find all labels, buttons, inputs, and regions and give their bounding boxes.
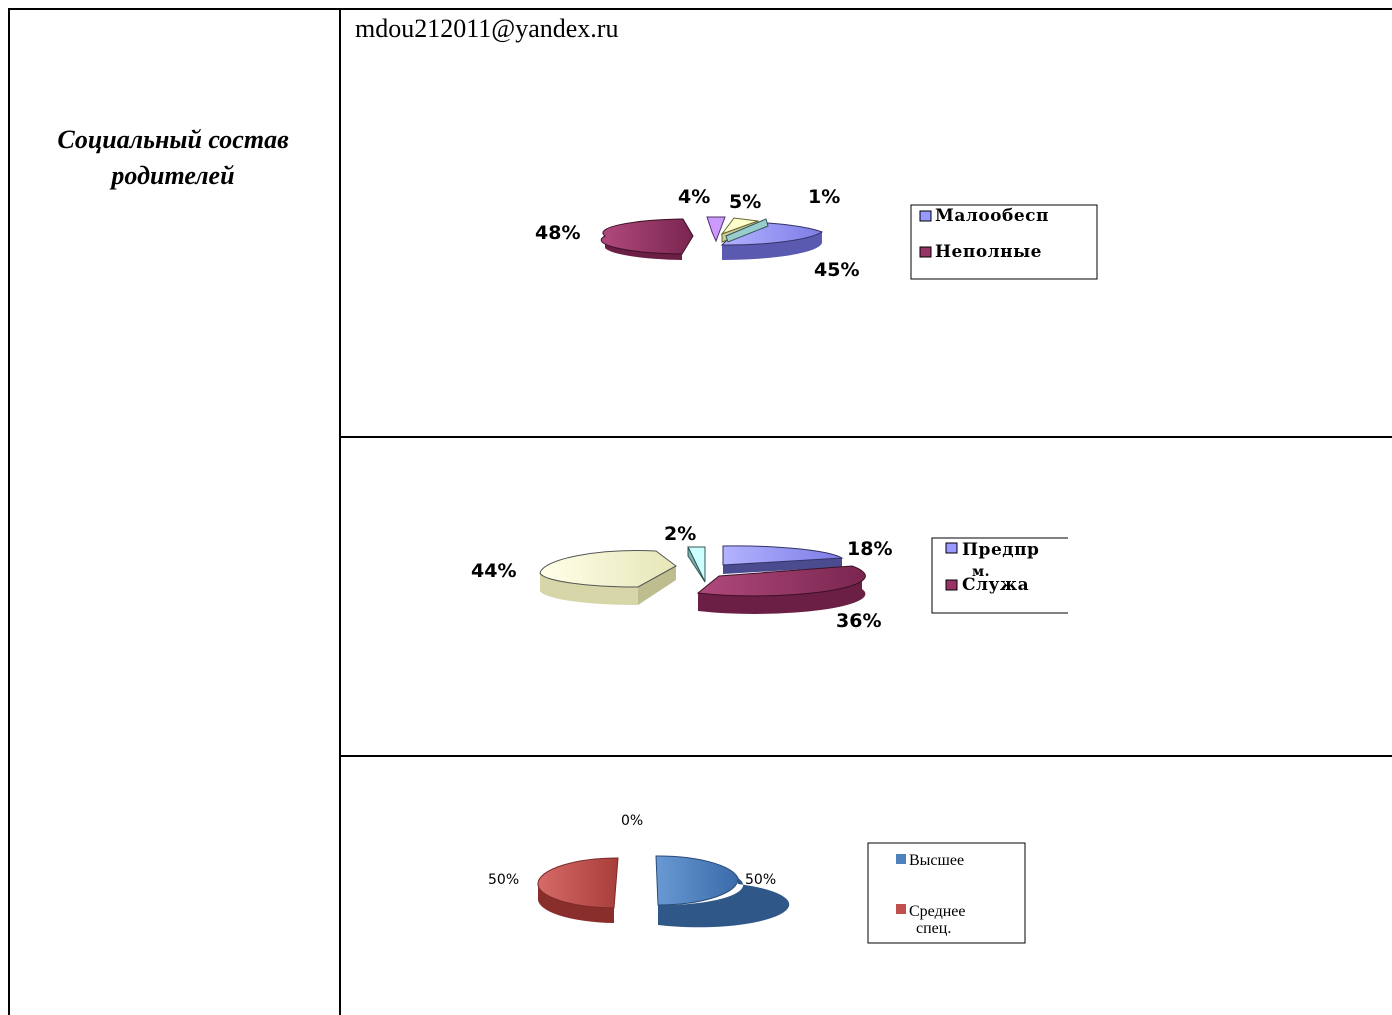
pie1-slice-4 [706,216,726,243]
row-heading-line2: родителей [111,161,235,190]
pie2-label-36: 36% [836,610,881,632]
pie1-label-48: 48% [535,222,580,244]
row-divider-2 [341,755,1392,757]
pie1-slice-48 [600,218,694,260]
pie3-slice-blue [655,855,790,928]
pie3-legend-label-1: Высшее [909,852,964,869]
pie-chart-2: 44% 2% 18% 36% Предпр м. Служа [471,523,1092,632]
pie2-legend-swatch-1 [945,542,958,554]
pie2-label-18: 18% [847,538,892,560]
pie1-legend-swatch-2 [919,246,932,258]
pie3-legend-swatch-1 [896,854,906,864]
pie2-slice-18 [722,545,844,574]
pie1-legend: Малообесп Неполные [910,204,1098,280]
info-table [8,8,1392,1015]
pie2-legend-label-2: Служа [962,575,1029,595]
pie3-label-50-right: 50% [745,872,776,888]
pie2-slice-2 [687,546,706,583]
pie1-label-4: 4% [678,186,710,208]
pie2-legend: Предпр м. Служа [931,536,1092,616]
pie2-label-44: 44% [471,560,516,582]
pie3-legend: Высшее Среднее спец. [867,842,1026,944]
pie-chart-1: 48% 4% 5% 1% 45% Малообесп Неполные [535,186,1098,281]
pie2-legend-label-1: Предпр [962,540,1039,560]
pie2-legend-label-1b: м. [972,564,990,580]
pie1-legend-label-1: Малообесп [935,206,1049,226]
row-divider-1 [341,436,1392,438]
pie1-legend-label-2: Неполные [935,242,1042,262]
pie1-label-45: 45% [814,259,859,281]
email-text: mdou212011@yandex.ru [355,14,619,43]
pie3-legend-label-2b: спец. [916,920,951,937]
pie3-legend-swatch-2 [896,904,906,914]
row-heading-line1: Социальный состав [57,125,289,154]
pie2-slice-44 [539,550,677,605]
pie-chart-3: 0% 50% 50% Высшее Среднее спец. [488,813,1026,944]
pie3-legend-label-2: Среднее [909,903,965,920]
pie2-legend-swatch-2 [945,579,958,591]
pie3-slice-red [537,857,619,923]
pie1-legend-swatch-1 [919,210,932,222]
column-divider [339,8,341,1015]
pie2-slice-36 [696,565,866,614]
pie1-label-1: 1% [808,186,840,208]
pie3-label-50-left: 50% [488,872,519,888]
pie2-label-2: 2% [664,523,696,545]
pie1-label-5: 5% [729,191,761,213]
pie1-slice-1 [725,218,769,243]
row-heading: Социальный состав родителей [14,122,332,194]
pie3-label-0: 0% [621,813,643,829]
